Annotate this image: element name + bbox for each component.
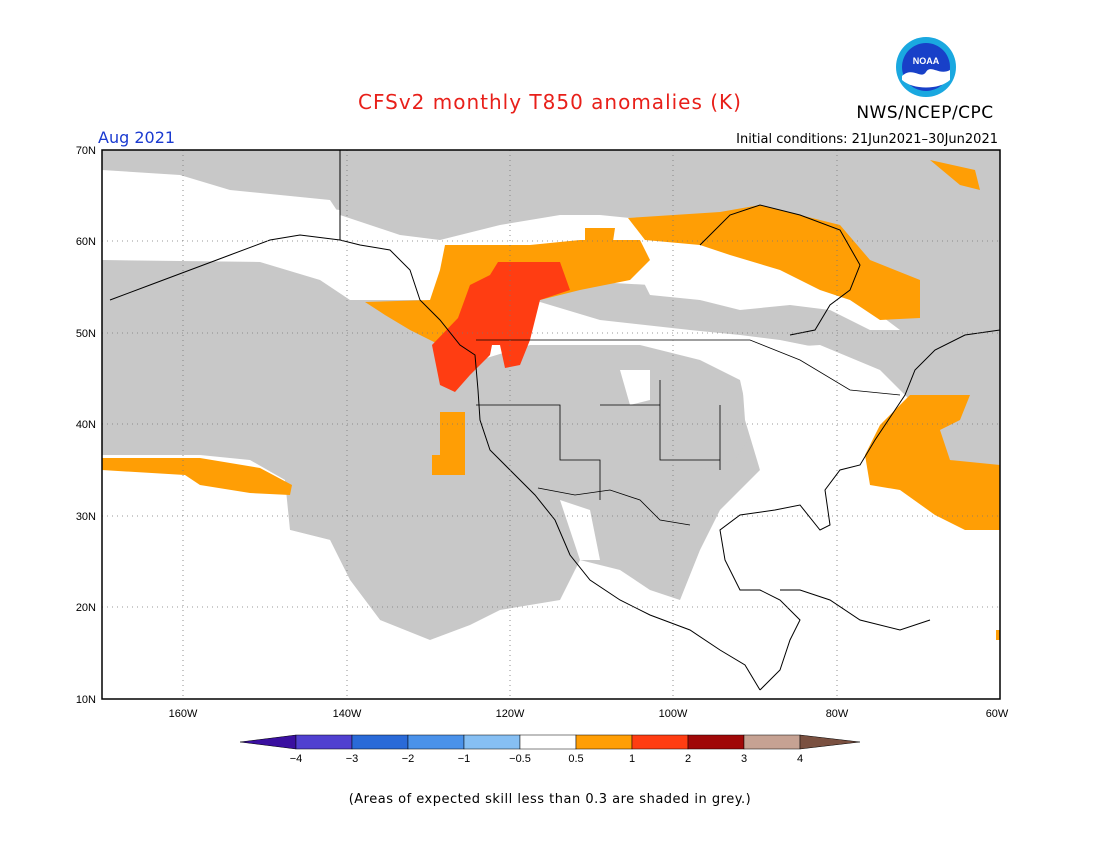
legend-tick-label: 3 <box>741 753 747 765</box>
lat-label: 30N <box>76 511 96 523</box>
noaa-logo-text: NOAA <box>913 56 940 66</box>
legend-tick-label: −3 <box>346 753 359 765</box>
borders <box>476 339 901 526</box>
legend-tick-label: −1 <box>458 753 471 765</box>
legend-tick-label: 4 <box>797 753 803 765</box>
legend-box <box>351 734 409 750</box>
lon-label: 60W <box>986 708 1009 720</box>
color-legend: −4 −3 −2 −1 −0.5 0.5 1 2 3 4 <box>239 734 861 765</box>
legend-ticks: −4 −3 −2 −1 −0.5 0.5 1 2 3 4 <box>290 753 803 765</box>
lon-label: 120W <box>496 708 525 720</box>
lat-label: 60N <box>76 236 96 248</box>
legend-arrow-low <box>239 734 297 750</box>
lat-label: 20N <box>76 602 96 614</box>
lat-label: 10N <box>76 694 96 706</box>
legend-boxes <box>239 734 861 750</box>
lat-labels: 70N 60N 50N 40N 30N 20N 10N <box>76 145 96 706</box>
legend-box <box>463 734 521 750</box>
map-plot-area <box>102 150 1000 699</box>
valid-month: Aug 2021 <box>98 128 176 147</box>
lon-label: 80W <box>826 708 849 720</box>
lat-label: 50N <box>76 328 96 340</box>
lon-label: 100W <box>659 708 688 720</box>
legend-tick-label: −2 <box>402 753 415 765</box>
legend-box <box>743 734 801 750</box>
footnote: (Areas of expected skill less than 0.3 a… <box>348 792 752 807</box>
lat-label: 40N <box>76 419 96 431</box>
legend-tick-label: −4 <box>290 753 303 765</box>
anomaly-1-2-areas <box>432 262 570 392</box>
lon-labels: 160W 140W 120W 100W 80W 60W <box>169 708 1009 720</box>
noaa-logo-icon: NOAA <box>896 37 956 97</box>
lon-label: 140W <box>333 708 362 720</box>
legend-arrow-high <box>799 734 861 750</box>
legend-tick-label: 0.5 <box>568 753 583 765</box>
legend-tick-label: 2 <box>685 753 691 765</box>
legend-box <box>631 734 689 750</box>
neutral-patches <box>102 265 910 650</box>
lon-label: 160W <box>169 708 198 720</box>
legend-box <box>687 734 745 750</box>
coastlines <box>109 150 1000 691</box>
legend-tick-label: 1 <box>629 753 635 765</box>
org-name: NWS/NCEP/CPC <box>856 103 994 123</box>
legend-box <box>407 734 465 750</box>
chart-title: CFSv2 monthly T850 anomalies (K) <box>358 90 742 114</box>
map-frame <box>101 149 1001 700</box>
initial-conditions: Initial conditions: 21Jun2021–30Jun2021 <box>736 132 998 147</box>
legend-box <box>295 734 353 750</box>
legend-tick-label: −0.5 <box>509 753 531 765</box>
legend-box <box>519 734 577 750</box>
lat-label: 70N <box>76 145 96 157</box>
legend-box <box>575 734 633 750</box>
